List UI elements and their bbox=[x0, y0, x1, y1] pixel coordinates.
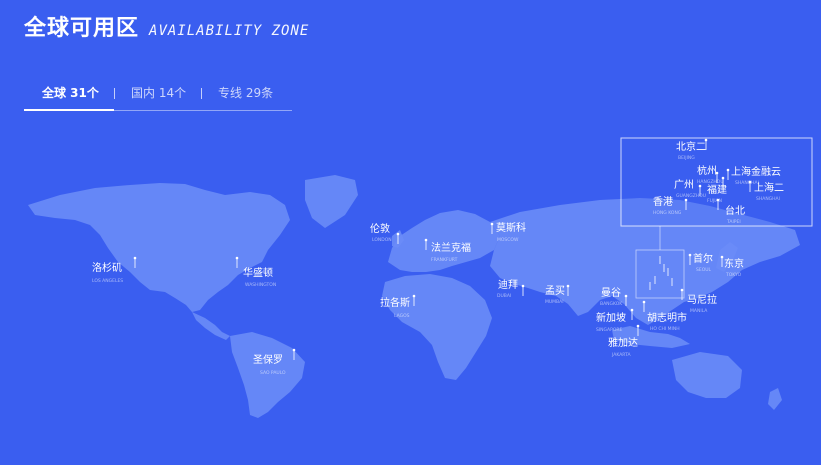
city-label: 广州 bbox=[674, 179, 694, 191]
tab-divider bbox=[201, 88, 202, 99]
inset-source-pins bbox=[649, 256, 673, 290]
city-pin-lagos[interactable]: 拉各斯 LAGOS bbox=[380, 294, 416, 319]
city-pin-singapore[interactable]: 新加坡 SINGAPORE bbox=[596, 308, 634, 333]
city-sub: LOS ANGELES bbox=[92, 278, 123, 284]
land-asia bbox=[490, 198, 800, 325]
city-sub: SHANGHAI bbox=[735, 180, 759, 186]
city-sub: MANILA bbox=[690, 308, 708, 314]
city-pin-bangkok[interactable]: 曼谷 BANGKOK bbox=[600, 287, 628, 307]
city-sub: HO CHI MINH bbox=[650, 326, 680, 332]
city-sub: HANGZHOU bbox=[697, 179, 724, 185]
inset-pin-fujian[interactable]: 福建 FUJIAN bbox=[707, 176, 727, 204]
city-label: 马尼拉 bbox=[687, 293, 717, 306]
tab-divider bbox=[114, 88, 115, 99]
city-sub: TOKYO bbox=[725, 272, 742, 278]
city-sub: GUANGZHOU bbox=[676, 193, 706, 199]
header: 全球可用区 AVAILABILITY ZONE bbox=[24, 10, 309, 42]
city-label: 新加坡 bbox=[596, 311, 626, 324]
city-label: 莫斯科 bbox=[496, 221, 526, 234]
city-pin-ho-chi-minh[interactable]: 胡志明市 HO CHI MINH bbox=[642, 300, 687, 332]
page-subtitle: AVAILABILITY ZONE bbox=[149, 23, 310, 39]
inset-pin-beijing-2[interactable]: 北京二 BEIJING bbox=[676, 138, 708, 161]
city-sub: MUMBAI bbox=[545, 299, 564, 305]
city-label: 雅加达 bbox=[608, 336, 638, 349]
city-label: 上海金融云 bbox=[731, 165, 781, 178]
city-label: 洛杉矶 bbox=[92, 261, 122, 274]
city-sub: SAO PAULO bbox=[260, 370, 286, 376]
city-pin-mumbai[interactable]: 孟买 MUMBAI bbox=[545, 284, 570, 305]
city-sub: WASHINGTON bbox=[245, 282, 276, 288]
china-inset-box bbox=[620, 137, 813, 227]
inset-pin-taipei[interactable]: 台北 TAIPEI bbox=[716, 198, 745, 225]
city-pin-moscow[interactable]: 莫斯科 MOSCOW bbox=[490, 221, 526, 243]
city-sub: JAKARTA bbox=[611, 352, 631, 358]
city-sub: FRANKFURT bbox=[431, 257, 458, 263]
city-label: 北京二 bbox=[676, 140, 706, 153]
city-sub: BANGKOK bbox=[600, 301, 623, 307]
city-label: 东京 bbox=[724, 257, 744, 270]
tab-domestic[interactable]: 国内 14个 bbox=[131, 86, 187, 100]
city-pin-frankfurt[interactable]: 法兰克福 FRANKFURT bbox=[424, 238, 471, 263]
land-australia bbox=[672, 352, 742, 398]
land-north-america bbox=[28, 183, 290, 312]
tab-dedicated-line[interactable]: 专线 29条 bbox=[218, 86, 274, 100]
city-label: 华盛顿 bbox=[243, 266, 273, 279]
city-pin-jakarta[interactable]: 雅加达 JAKARTA bbox=[608, 324, 640, 358]
inset-pin-hangzhou[interactable]: 杭州 HANGZHOU bbox=[697, 164, 724, 185]
city-label: 胡志明市 bbox=[647, 311, 687, 324]
inset-pin-shanghai-2[interactable]: 上海二 SHANGHAI bbox=[748, 180, 784, 202]
city-label: 福建 bbox=[707, 183, 727, 196]
city-sub: SHANGHAI bbox=[756, 196, 780, 202]
city-label: 拉各斯 bbox=[380, 296, 410, 309]
inset-pin-guangzhou[interactable]: 广州 GUANGZHOU bbox=[674, 179, 706, 199]
inset-pin-shanghai-finance-cloud[interactable]: 上海金融云 SHANGHAI bbox=[726, 165, 781, 186]
tab-global[interactable]: 全球 31个 bbox=[24, 84, 114, 111]
continents bbox=[28, 175, 800, 418]
inset-pin-hong-kong[interactable]: 香港 HONG KONG bbox=[653, 196, 688, 216]
city-label: 孟买 bbox=[545, 285, 565, 297]
city-sub: HONG KONG bbox=[653, 210, 682, 216]
zone-tabs: 全球 31个 国内 14个 专线 29条 bbox=[24, 84, 292, 111]
city-label: 上海二 bbox=[754, 181, 784, 194]
land-greenland bbox=[305, 175, 358, 228]
city-label: 台北 bbox=[725, 204, 745, 217]
city-pin-dubai[interactable]: 迪拜 DUBAI bbox=[497, 279, 525, 299]
land-south-america bbox=[230, 332, 305, 418]
city-pin-tokyo[interactable]: 东京 TOKYO bbox=[720, 255, 744, 278]
city-label: 香港 bbox=[653, 196, 673, 208]
city-sub: LAGOS bbox=[394, 313, 410, 319]
city-sub: TAIPEI bbox=[726, 219, 741, 225]
land-southeast-asia-islands bbox=[612, 326, 690, 348]
city-sub: MOSCOW bbox=[497, 237, 519, 243]
land-europe bbox=[388, 210, 500, 272]
city-sub: SINGAPORE bbox=[596, 327, 622, 333]
city-sub: LONDON bbox=[372, 237, 392, 243]
city-pin-manila[interactable]: 马尼拉 MANILA bbox=[680, 288, 717, 314]
land-new-zealand bbox=[768, 388, 782, 410]
city-label: 圣保罗 bbox=[253, 353, 283, 366]
city-label: 杭州 bbox=[697, 164, 717, 177]
city-pin-washington[interactable]: 华盛顿 WASHINGTON bbox=[235, 256, 277, 288]
land-japan bbox=[716, 242, 738, 272]
city-label: 首尔 bbox=[693, 252, 713, 265]
city-sub: BEIJING bbox=[678, 155, 695, 161]
city-pin-seoul[interactable]: 首尔 SEOUL bbox=[688, 252, 713, 273]
land-central-america bbox=[192, 312, 230, 340]
city-pin-london[interactable]: 伦敦 LONDON bbox=[370, 222, 400, 244]
city-label: 曼谷 bbox=[601, 287, 621, 299]
city-label: 法兰克福 bbox=[431, 241, 471, 254]
city-sub: FUJIAN bbox=[707, 198, 722, 204]
city-label: 伦敦 bbox=[370, 222, 390, 235]
page-title: 全球可用区 bbox=[24, 16, 140, 41]
city-sub: DUBAI bbox=[497, 293, 511, 299]
land-africa bbox=[382, 274, 492, 380]
city-pin-los-angeles[interactable]: 洛杉矶 LOS ANGELES bbox=[92, 256, 137, 284]
city-pin-sao-paulo[interactable]: 圣保罗 SAO PAULO bbox=[253, 348, 296, 376]
city-sub: SEOUL bbox=[696, 267, 712, 273]
city-label: 迪拜 bbox=[498, 279, 518, 291]
